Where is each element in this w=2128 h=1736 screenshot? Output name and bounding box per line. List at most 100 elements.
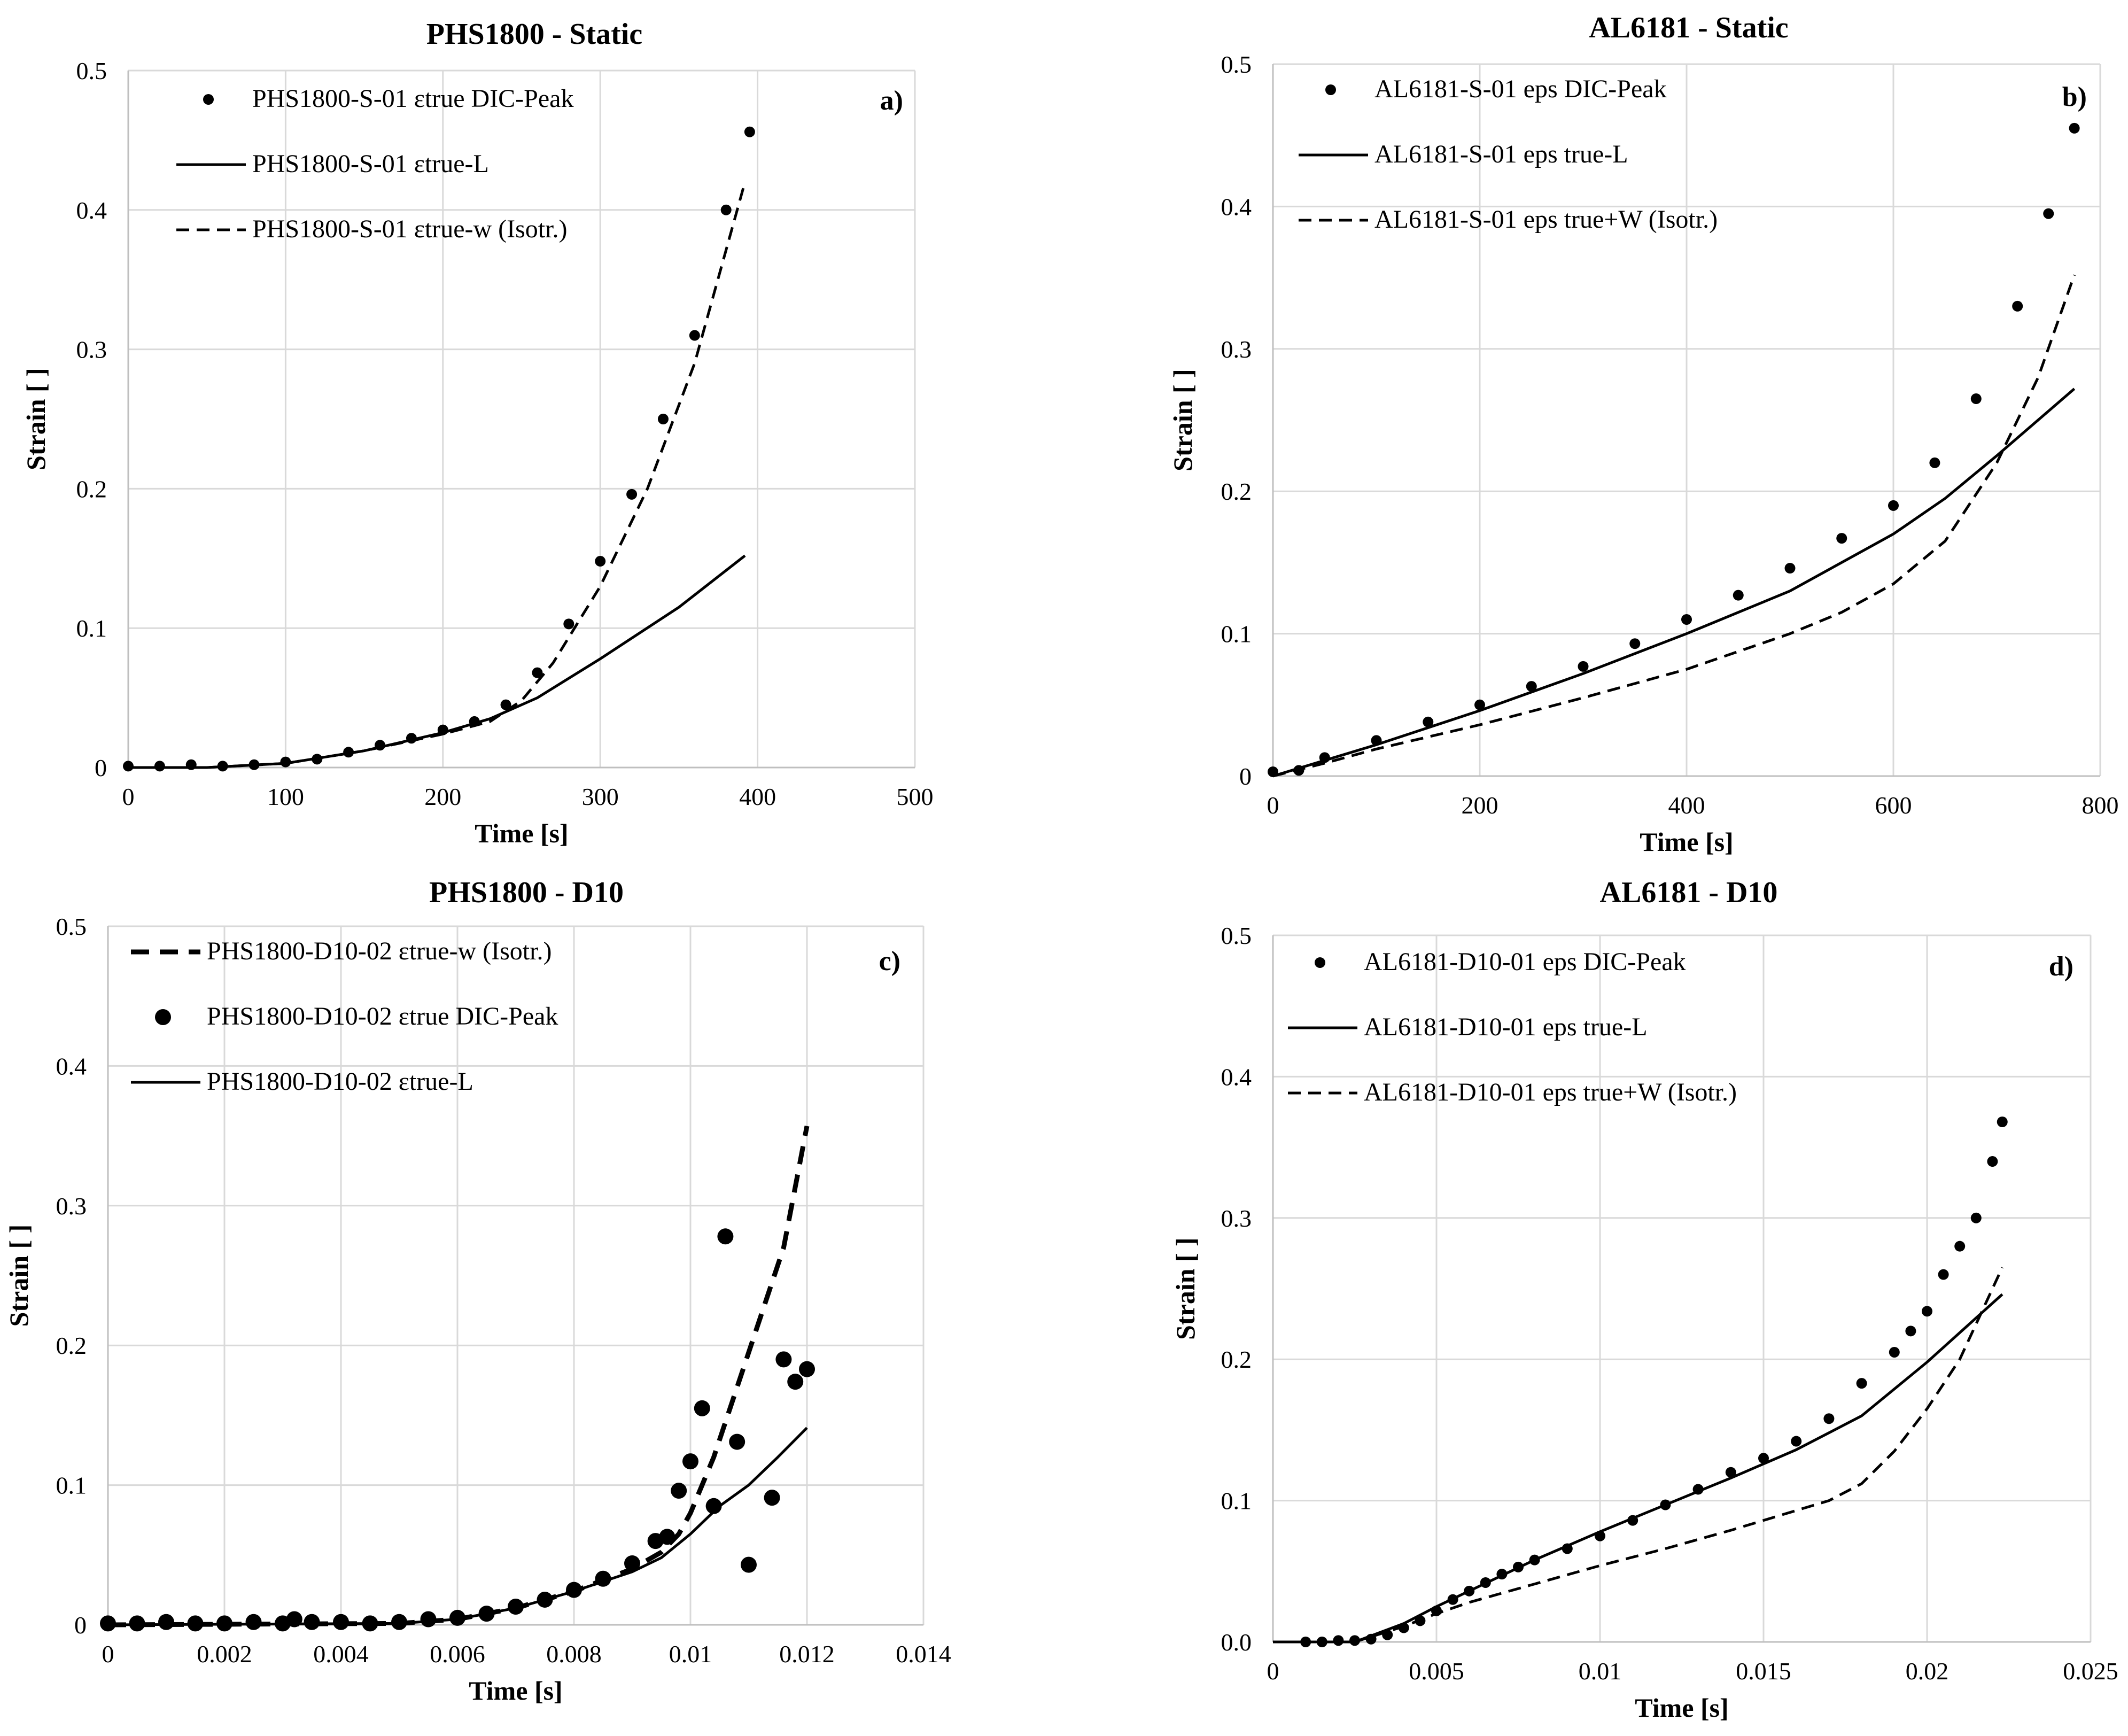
y-tick-label: 0.5 (1221, 51, 1252, 78)
y-tick-label: 0.1 (56, 1472, 87, 1499)
data-point (1938, 1269, 1949, 1280)
data-point (500, 699, 511, 710)
data-point (775, 1351, 792, 1368)
data-point (1905, 1326, 1916, 1337)
legend-marker (155, 1009, 171, 1025)
data-point (1970, 393, 1982, 405)
data-point (1474, 699, 1485, 710)
chart-title: AL6181 - Static (1589, 11, 1788, 44)
data-point (694, 1400, 710, 1416)
data-point (717, 1228, 734, 1245)
series-line (1273, 1267, 2004, 1644)
series-line (128, 554, 746, 769)
data-point (1423, 716, 1434, 727)
y-axis-title: Strain [ ] (4, 1224, 34, 1327)
x-tick-label: 0 (122, 783, 135, 810)
data-point (532, 667, 543, 678)
data-point (1681, 614, 1692, 625)
data-point (1987, 1156, 1998, 1167)
y-tick-label: 0.3 (1221, 336, 1252, 363)
x-tick-label: 500 (897, 783, 934, 810)
legend-entry: PHS1800-S-01 εtrue-L (252, 150, 489, 178)
y-tick-label: 0.1 (76, 615, 107, 642)
data-point (123, 761, 134, 772)
x-tick-label: 0.012 (779, 1640, 835, 1668)
x-tick-label: 0.025 (2063, 1657, 2118, 1685)
x-tick-label: 0.008 (546, 1640, 602, 1668)
data-point (158, 1614, 174, 1630)
legend-entry: PHS1800-S-01 εtrue DIC-Peak (252, 84, 573, 113)
data-point (1725, 1467, 1736, 1478)
y-tick-label: 0.2 (56, 1332, 87, 1359)
y-tick-label: 0.1 (1221, 1487, 1252, 1515)
panel-tag: d) (2049, 951, 2073, 982)
series-line (107, 1427, 808, 1626)
data-point (720, 204, 732, 215)
y-tick-label: 0.4 (1221, 1063, 1252, 1090)
data-point (1526, 681, 1537, 692)
panel-tag: c) (879, 946, 900, 976)
x-tick-label: 0 (1267, 1657, 1279, 1685)
y-tick-label: 0.2 (1221, 478, 1252, 505)
x-tick-label: 400 (739, 783, 776, 810)
y-tick-label: 0 (1239, 763, 1252, 790)
x-tick-label: 0 (102, 1640, 114, 1668)
data-point (2043, 208, 2054, 219)
chart-panel-0: 0 100 200 300 400 500 0 0.1 0.2 0.3 0.4 0.5 PHS1800 … (21, 18, 934, 848)
legend-entry: AL6181-S-01 eps DIC-Peak (1374, 75, 1667, 103)
panel-tag: a) (880, 86, 903, 116)
data-point (420, 1611, 437, 1627)
y-tick-label: 0.3 (76, 336, 107, 363)
data-point (1784, 563, 1796, 574)
chart-title: AL6181 - D10 (1600, 876, 1778, 909)
y-tick-label: 0.3 (1221, 1205, 1252, 1232)
data-point (1856, 1378, 1867, 1389)
data-point (799, 1361, 815, 1377)
y-tick-label: 0.4 (1221, 193, 1252, 220)
legend-entry: PHS1800-D10-02 εtrue-w (Isotr.) (207, 937, 552, 965)
x-tick-label: 0.01 (669, 1640, 712, 1668)
chart-panel-1: 0 200 400 600 800 0 0.1 0.2 0.3 0.4 0.5 AL6181 - St… (1168, 11, 2119, 857)
x-tick-label: 0.015 (1736, 1657, 1791, 1685)
x-tick-label: 400 (1668, 792, 1705, 819)
x-tick-label: 0.004 (313, 1640, 369, 1668)
data-point (1333, 1635, 1344, 1646)
data-point (391, 1614, 407, 1630)
legend-marker (1325, 84, 1336, 95)
series-line (128, 181, 747, 769)
y-tick-label: 0 (95, 754, 107, 781)
x-axis-title: Time [s] (1635, 1693, 1728, 1723)
y-axis-title: Strain [ ] (1168, 369, 1198, 471)
data-point (787, 1374, 804, 1390)
data-point (1929, 457, 1940, 468)
data-point (1791, 1436, 1802, 1447)
data-point (1922, 1306, 1932, 1317)
series-line (1272, 387, 2076, 778)
data-point (333, 1614, 349, 1630)
x-axis-title: Time [s] (1640, 827, 1733, 857)
data-point (705, 1498, 722, 1514)
legend-entry: AL6181-D10-01 eps true+W (Isotr.) (1364, 1078, 1737, 1106)
series-line (1273, 1293, 2003, 1644)
data-point (1889, 1346, 1900, 1358)
x-tick-label: 800 (2082, 792, 2119, 819)
x-tick-label: 200 (1462, 792, 1498, 819)
y-tick-label: 0.3 (56, 1192, 87, 1220)
data-point (741, 1556, 757, 1573)
x-tick-label: 0.01 (1579, 1657, 1622, 1685)
x-tick-label: 0.006 (430, 1640, 485, 1668)
x-tick-label: 0.014 (896, 1640, 951, 1668)
y-tick-label: 0.2 (76, 475, 107, 502)
data-point (1836, 533, 1847, 544)
data-point (1997, 1117, 2008, 1128)
data-point (682, 1453, 698, 1470)
legend-entry: AL6181-D10-01 eps true-L (1364, 1013, 1648, 1041)
data-point (2069, 122, 2080, 134)
x-tick-label: 0.02 (1906, 1657, 1949, 1685)
data-point (689, 330, 700, 341)
y-tick-label: 0.5 (56, 913, 87, 940)
legend-marker (203, 94, 214, 105)
data-point (1954, 1241, 1966, 1252)
y-tick-label: 0.2 (1221, 1346, 1252, 1373)
